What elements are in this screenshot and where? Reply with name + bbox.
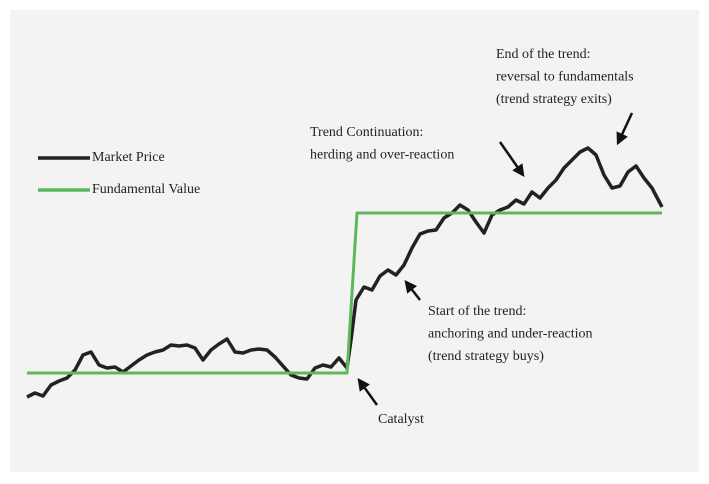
annotation: reversal to fundamentals: [496, 70, 634, 85]
arrow: [357, 377, 379, 406]
annotation: Catalyst: [378, 412, 424, 427]
annotation: (trend strategy buys): [428, 349, 544, 364]
annotation: herding and over-reaction: [310, 148, 454, 163]
series-line: [27, 211, 662, 375]
annotation: Start of the trend:: [428, 304, 526, 319]
annotation: End of the trend:: [496, 47, 590, 62]
arrow: [404, 280, 421, 301]
legend-label: Fundamental Value: [92, 182, 200, 197]
legend-label: Market Price: [92, 150, 165, 165]
arrows: [357, 112, 634, 406]
annotation: (trend strategy exits): [496, 92, 612, 107]
arrow: [498, 141, 525, 178]
annotation: anchoring and under-reaction: [428, 327, 593, 342]
arrow: [616, 112, 634, 146]
annotation: Trend Continuation:: [310, 125, 423, 140]
